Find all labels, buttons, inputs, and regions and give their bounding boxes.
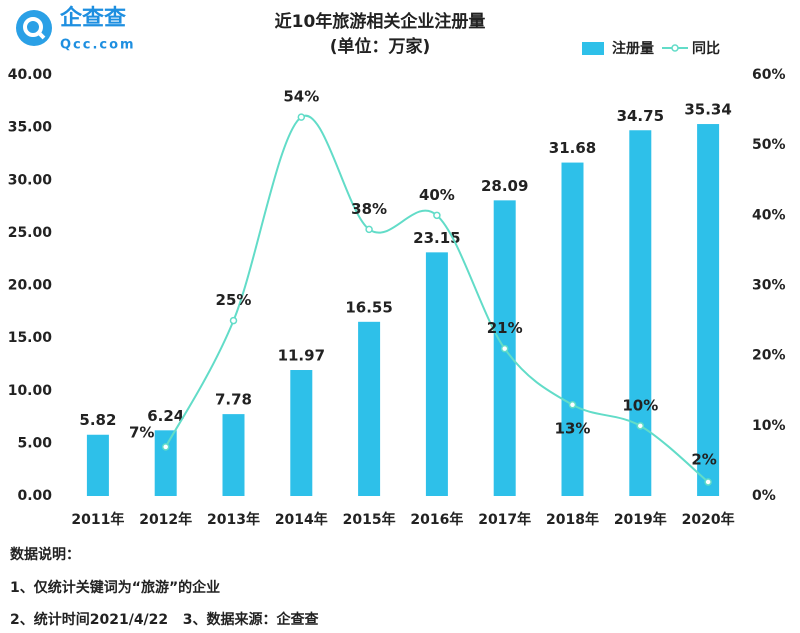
bar: [86, 434, 109, 496]
line-point: [229, 316, 238, 325]
x-tick-label: 2014年: [275, 511, 328, 528]
x-tick-label: 2013年: [207, 511, 260, 528]
y2-tick-label: 10%: [752, 418, 786, 434]
bar-value-label: 16.55: [345, 298, 392, 316]
y-tick-label: 0.00: [17, 488, 52, 504]
chart-subtitle: (单位：万家): [330, 36, 431, 57]
line: [164, 114, 709, 483]
line-point: [365, 225, 373, 234]
bar-value-label: 7.78: [215, 391, 252, 409]
line-point: [161, 443, 170, 451]
bar-value-label: 23.15: [413, 229, 460, 247]
line-value-label: 38%: [351, 200, 387, 218]
line-value-label: 7%: [129, 423, 154, 441]
y-tick-label: 25.00: [8, 225, 53, 241]
bar: [697, 124, 720, 496]
x-tick-label: 2020年: [682, 511, 735, 528]
bar-value-label: 6.24: [147, 407, 184, 425]
line-value-label: 2%: [691, 450, 716, 468]
line-value-label: 10%: [622, 396, 658, 414]
bar: [629, 130, 652, 496]
bar: [222, 414, 245, 496]
bar-value-label: 5.82: [79, 411, 116, 429]
line-point: [636, 422, 645, 430]
bar-value-label: 31.68: [549, 139, 596, 157]
logo: 企查查 Qcc.com: [16, 5, 136, 53]
line-value-label: 21%: [487, 319, 523, 337]
y2-tick-label: 0%: [752, 488, 776, 504]
y-tick-label: 5.00: [17, 435, 52, 451]
notes-line: 1、仅统计关键词为“旅游”的企业: [10, 579, 220, 596]
bar: [358, 321, 381, 496]
line-point: [568, 401, 577, 409]
x-tick-label: 2018年: [546, 511, 599, 528]
x-tick-label: 2011年: [71, 511, 124, 528]
line-value-label: 40%: [419, 186, 455, 204]
line-point: [433, 211, 441, 220]
y2-tick-label: 50%: [752, 137, 786, 153]
bar: [290, 370, 313, 496]
y2-tick-label: 40%: [752, 207, 786, 223]
logo-name: 企查查: [59, 5, 126, 31]
x-tick-label: 2016年: [410, 511, 463, 528]
logo-icon-handle: [36, 30, 46, 40]
bar: [425, 252, 448, 496]
x-tick-label: 2015年: [343, 511, 396, 528]
x-tick-label: 2017年: [478, 511, 531, 528]
y2-tick-label: 60%: [752, 67, 786, 83]
y-tick-label: 15.00: [8, 330, 53, 346]
chart-title: 近10年旅游相关企业注册量: [275, 11, 486, 32]
x-tick-label: 2019年: [614, 511, 667, 528]
y2-tick-label: 30%: [752, 278, 786, 294]
line-point: [704, 478, 712, 486]
logo-icon-ring: [23, 17, 43, 37]
y-tick-label: 35.00: [8, 120, 53, 136]
logo-domain: Qcc.com: [60, 38, 136, 53]
bar-value-label: 35.34: [684, 101, 731, 119]
legend-swatch: [671, 44, 679, 52]
notes-line: 2、统计时间2021/4/22 3、数据来源：企查查: [10, 611, 320, 628]
bar-value-label: 11.97: [278, 347, 325, 365]
y2-tick-label: 20%: [752, 348, 786, 364]
bar-value-label: 34.75: [617, 107, 664, 125]
notes-heading: 数据说明：: [10, 546, 80, 563]
x-tick-label: 2012年: [139, 511, 192, 528]
bar: [154, 430, 177, 496]
line-value-label: 13%: [555, 419, 591, 437]
line-point: [500, 344, 509, 353]
logo-icon: [16, 10, 52, 46]
y-tick-label: 30.00: [8, 172, 53, 188]
legend-label: 注册量: [612, 40, 654, 57]
y-tick-label: 10.00: [8, 383, 53, 399]
legend-label: 同比: [692, 40, 720, 57]
legend-swatch: [582, 42, 604, 55]
bar-value-label: 28.09: [481, 177, 528, 195]
y-tick-label: 40.00: [8, 67, 53, 83]
line-point: [297, 113, 306, 121]
line-value-label: 54%: [283, 88, 319, 106]
y-tick-label: 20.00: [8, 278, 53, 294]
line-value-label: 25%: [216, 291, 252, 309]
bar: [561, 162, 584, 496]
